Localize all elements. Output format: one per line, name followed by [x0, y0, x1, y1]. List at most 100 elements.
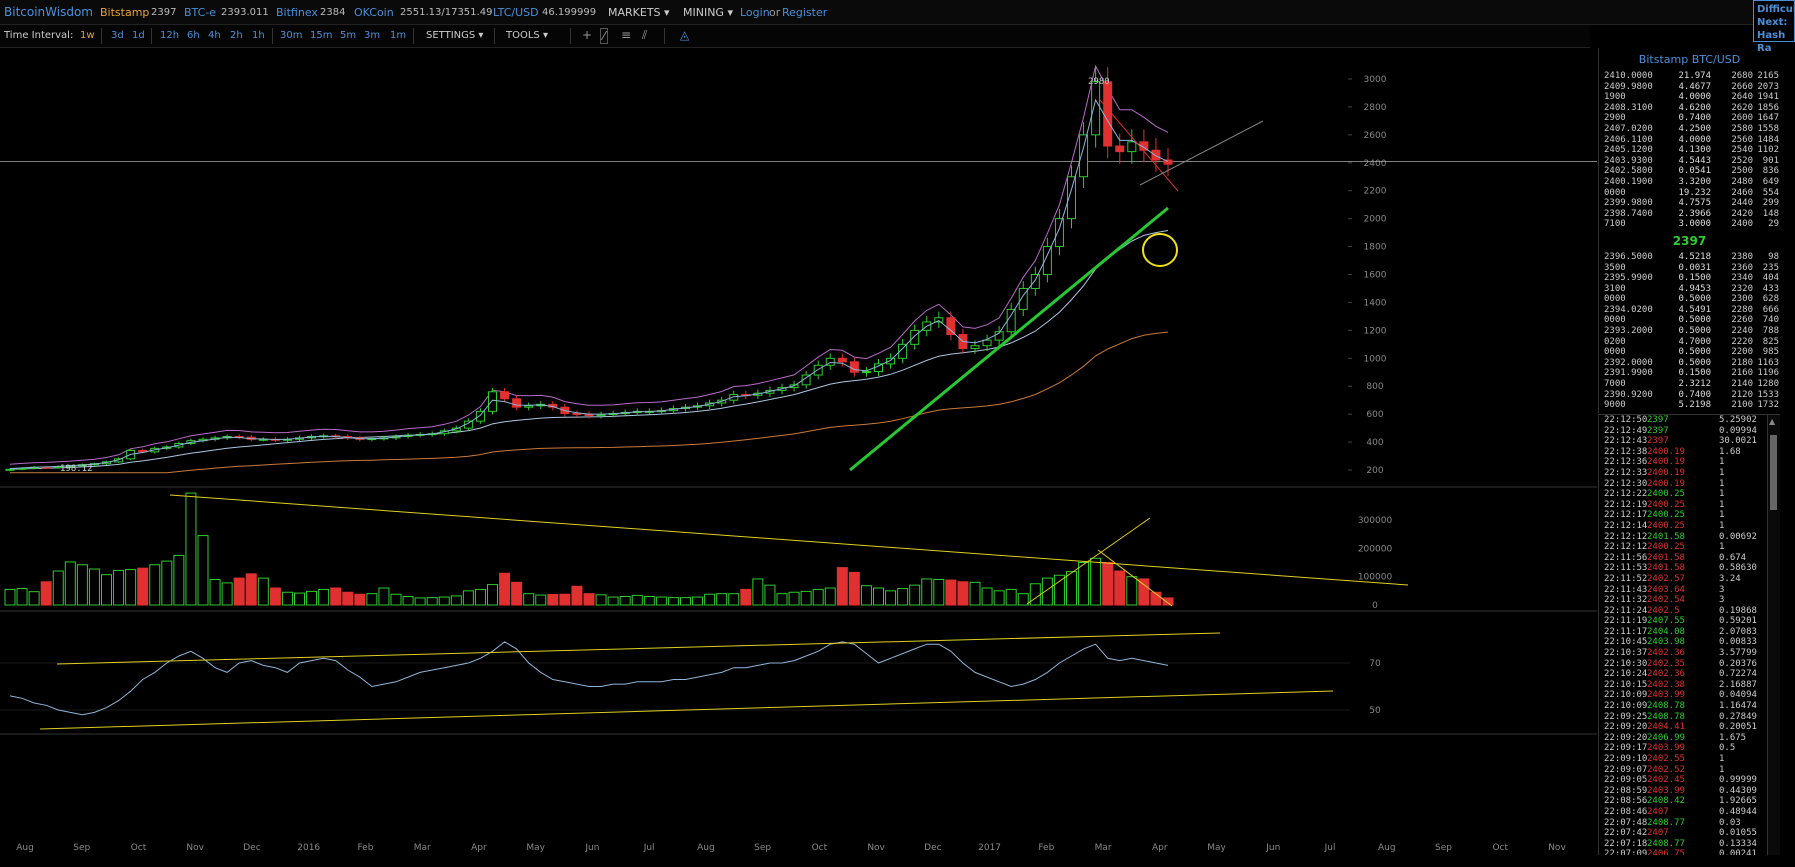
- ask-row: 2409.9800 4.4677 2660 2073: [1599, 82, 1780, 93]
- register-link[interactable]: Register: [782, 6, 828, 19]
- bid-row: 3100 4.9453 2320 433: [1599, 284, 1780, 295]
- crosshair-icon[interactable]: +: [582, 28, 593, 42]
- price-axis-label: 1600: [1364, 271, 1387, 281]
- trade-price: 2406.75: [1647, 849, 1685, 855]
- trade-amount: 0.5: [1719, 743, 1736, 754]
- trade-amount: 0.59201: [1719, 616, 1757, 627]
- exchange-ltcusd[interactable]: LTC/USD: [493, 6, 539, 19]
- site-logo[interactable]: BitcoinWisdom: [4, 5, 93, 19]
- ask-cell: 3.0000: [1678, 219, 1711, 230]
- fib-icon[interactable]: ⫽: [642, 28, 648, 42]
- tools-menu[interactable]: TOOLS ▾: [506, 30, 548, 41]
- price-chart[interactable]: 3000280026002400220020001800160014001200…: [0, 48, 1597, 867]
- ask-cell: 2560: [1731, 134, 1753, 145]
- volume-bar: [1053, 574, 1065, 606]
- volume-bar: [981, 587, 993, 606]
- ask-cell: 2408.3100: [1604, 102, 1653, 113]
- ask-cell: 1484: [1757, 134, 1779, 145]
- trade-amount: 0.48944: [1719, 806, 1757, 817]
- trade-amount: 1: [1719, 754, 1725, 764]
- volume-bar: [692, 596, 704, 606]
- interval-1w[interactable]: 1w: [80, 30, 95, 41]
- trade-amount: 0.72274: [1719, 669, 1757, 680]
- ask-cell: 2073: [1757, 81, 1779, 92]
- interval-1d[interactable]: 1d: [132, 30, 145, 41]
- trade-price: 2407: [1647, 806, 1669, 817]
- exchange-bitstamp[interactable]: Bitstamp: [100, 6, 150, 19]
- volume-bar: [88, 568, 100, 606]
- trade-price: 2403.99: [1647, 690, 1685, 701]
- x-axis-label: Dec: [243, 843, 260, 853]
- ask-cell: 4.2500: [1678, 123, 1711, 134]
- interval-3m[interactable]: 3m: [364, 30, 381, 41]
- exchange-bitfinex[interactable]: Bitfinex: [276, 6, 318, 19]
- ask-cell: 2.3966: [1678, 208, 1711, 219]
- difficulty-panel[interactable]: Difficult Next: Hash Ra: [1753, 0, 1795, 54]
- volume-bar: [873, 587, 884, 606]
- price-axis-label: 1200: [1364, 326, 1387, 336]
- interval-12h[interactable]: 12h: [160, 30, 180, 41]
- volume-bar: [4, 588, 16, 606]
- interval-1m[interactable]: 1m: [390, 30, 407, 41]
- interval-4h[interactable]: 4h: [208, 30, 221, 41]
- trade-price: 2401.58: [1647, 531, 1685, 542]
- volume-bar: [885, 590, 897, 606]
- settings-menu[interactable]: SETTINGS ▾: [426, 30, 484, 41]
- ask-row: 0000 19.232 2460 554: [1599, 188, 1780, 199]
- volume-bar: [233, 577, 245, 606]
- trade-time: 22:11:43: [1604, 584, 1648, 595]
- trade-row: 22:11:52 2402.57 3.24: [1599, 574, 1780, 585]
- trades-scrollbar[interactable]: ▲: [1767, 415, 1780, 855]
- volume-bar: [571, 585, 583, 606]
- ask-cell: 0000: [1604, 187, 1626, 198]
- volume-bar: [269, 587, 281, 606]
- interval-1h[interactable]: 1h: [252, 30, 265, 41]
- horizontal-lines-icon[interactable]: ≡: [621, 28, 632, 42]
- volume-bar: [1114, 570, 1126, 606]
- volume-bar: [716, 593, 728, 606]
- trade-amount: 3.57799: [1719, 648, 1757, 659]
- interval-2h[interactable]: 2h: [230, 30, 243, 41]
- interval-15m[interactable]: 15m: [310, 30, 333, 41]
- x-axis-label: Oct: [812, 843, 828, 853]
- x-axis-label: Nov: [867, 843, 885, 853]
- volume-bar: [318, 588, 330, 606]
- candle-body: [1067, 176, 1076, 220]
- trade-time: 22:09:20: [1604, 732, 1648, 743]
- trade-amount: 0.03: [1719, 817, 1741, 828]
- volume-bar: [848, 571, 860, 606]
- interval-30m[interactable]: 30m: [280, 30, 303, 41]
- ask-row: 2403.9300 4.5443 2520 901: [1599, 156, 1780, 167]
- trade-time: 22:09:20: [1604, 722, 1648, 733]
- volume-trendline: [1097, 549, 1173, 607]
- trade-price: 2400.25: [1647, 520, 1685, 531]
- trade-row: 22:07:42 2407 0.01055: [1599, 828, 1780, 839]
- bid-row: 0000 0.5000 2300 628: [1599, 294, 1780, 305]
- bid-cell: 4.9453: [1678, 283, 1711, 294]
- trade-time: 22:11:53: [1604, 563, 1648, 574]
- candle-body: [524, 405, 534, 408]
- x-axis-label: Oct: [1492, 843, 1508, 853]
- login-link[interactable]: Login: [740, 6, 770, 19]
- ask-cell: 2620: [1731, 102, 1753, 113]
- bid-row: 0000 0.5000 2200 985: [1599, 347, 1780, 358]
- trade-amount: 1: [1719, 542, 1725, 553]
- markets-menu[interactable]: MARKETS ▾: [608, 6, 670, 19]
- trade-row: 22:12:33 2400.19 1: [1599, 468, 1780, 479]
- volume-bar: [245, 573, 257, 606]
- x-axis-label: Nov: [186, 843, 204, 853]
- price-axis-label: 2400: [1364, 159, 1387, 169]
- volume-bar: [161, 560, 173, 606]
- interval-6h[interactable]: 6h: [187, 30, 200, 41]
- trade-amount: 1: [1719, 457, 1725, 468]
- volume-bar: [330, 587, 342, 606]
- line-icon[interactable]: ⁄: [600, 28, 609, 44]
- exchange-btce[interactable]: BTC-e: [184, 6, 217, 19]
- candle-body: [946, 317, 956, 336]
- ask-cell: 1558: [1757, 123, 1779, 134]
- interval-5m[interactable]: 5m: [340, 30, 357, 41]
- exchange-okcoin[interactable]: OKCoin: [354, 6, 394, 19]
- interval-3d[interactable]: 3d: [111, 30, 124, 41]
- mining-menu[interactable]: MINING ▾: [683, 6, 733, 19]
- alert-bell-icon[interactable]: ◬: [680, 28, 690, 42]
